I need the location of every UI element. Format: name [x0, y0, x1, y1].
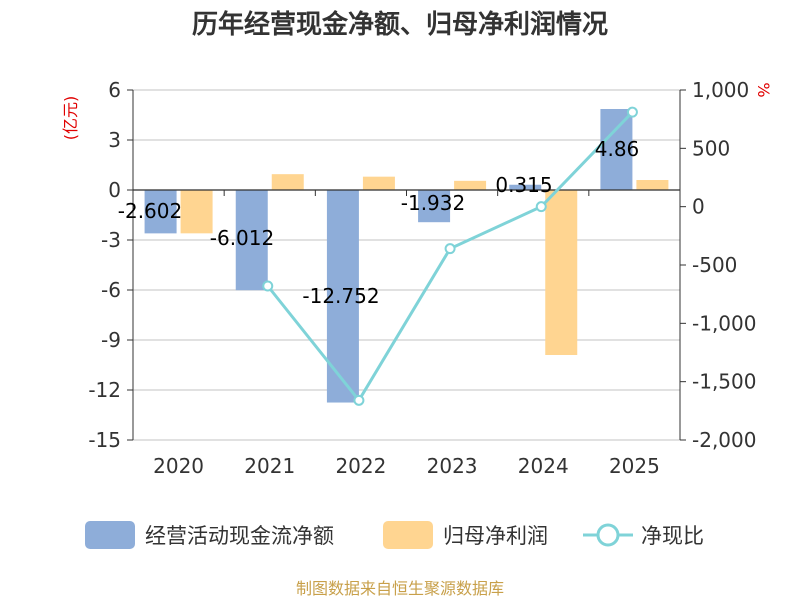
net-profit-bar	[636, 180, 669, 190]
category-label: 2021	[244, 454, 295, 478]
left-tick-label: -6	[101, 278, 121, 302]
legend-label-net-profit: 归母净利润	[443, 524, 548, 548]
legend-swatch-net-profit	[383, 521, 433, 549]
left-tick-label: 0	[108, 178, 121, 202]
right-axis-unit: %	[754, 82, 773, 97]
left-tick-label: 3	[108, 128, 121, 152]
chart-title: 历年经营现金净额、归母净利润情况	[192, 9, 608, 40]
category-label: 2025	[609, 454, 660, 478]
legend: 经营活动现金流净额 归母净利润 净现比	[85, 521, 704, 549]
cash-flow-data-label: -6.012	[210, 226, 274, 250]
right-tick-label: -1,500	[692, 370, 756, 394]
left-tick-label: -9	[101, 328, 121, 352]
net-profit-bar	[271, 174, 304, 190]
net-profit-bar	[545, 190, 578, 355]
legend-label-cash-flow: 经营活动现金流净额	[145, 524, 334, 548]
category-label: 2020	[153, 454, 204, 478]
left-tick-label: -15	[88, 428, 121, 452]
ratio-point	[535, 201, 547, 213]
net-profit-bar	[362, 176, 395, 190]
source-note: 制图数据来自恒生聚源数据库	[296, 579, 504, 598]
axes: 6 3 0 -3 -6 -9 -12 -15 1,000 500 0 -500 -1,000 -1,500…	[88, 78, 756, 478]
right-tick-label: -2,000	[692, 428, 756, 452]
ratio-point	[626, 106, 638, 118]
cash-flow-bar	[509, 184, 542, 190]
left-axis-unit: (亿元)	[61, 96, 80, 141]
left-tick-label: -12	[88, 378, 121, 402]
net-profit-bar	[454, 180, 487, 190]
category-label: 2023	[427, 454, 478, 478]
right-tick-label: 1,000	[692, 78, 749, 102]
right-tick-label: -1,000	[692, 311, 756, 335]
right-tick-label: -500	[692, 253, 737, 277]
legend-swatch-ratio-marker	[596, 523, 620, 547]
left-tick-label: -3	[101, 228, 121, 252]
cash-flow-bar	[144, 190, 177, 234]
cash-flow-data-label: -2.602	[118, 199, 182, 223]
cash-flow-data-label: -1.932	[401, 191, 465, 215]
right-tick-label: 500	[692, 136, 730, 160]
cash-flow-bars	[144, 109, 633, 403]
category-label: 2024	[518, 454, 569, 478]
ratio-line-path	[266, 111, 634, 403]
cash-flow-bar	[418, 190, 451, 223]
net-profit-bars	[180, 174, 669, 355]
ratio-line	[262, 106, 638, 406]
cash-flow-bar	[235, 190, 268, 291]
legend-swatch-cash-flow	[85, 521, 135, 549]
cash-flow-data-label: 4.86	[595, 137, 640, 161]
data-labels: -2.602 -6.012 -12.752 -1.932 0.315 4.86	[118, 137, 640, 308]
cash-flow-data-label: 0.315	[495, 173, 552, 197]
ratio-point	[353, 394, 365, 406]
category-label: 2022	[335, 454, 386, 478]
cash-flow-data-label: -12.752	[302, 284, 379, 308]
right-tick-label: 0	[692, 195, 705, 219]
legend-label-ratio: 净现比	[641, 524, 704, 548]
ratio-point	[262, 280, 274, 292]
cash-flow-bar	[600, 109, 633, 190]
ratio-point	[444, 243, 456, 255]
left-tick-label: 6	[108, 78, 121, 102]
net-profit-bar	[180, 190, 213, 234]
